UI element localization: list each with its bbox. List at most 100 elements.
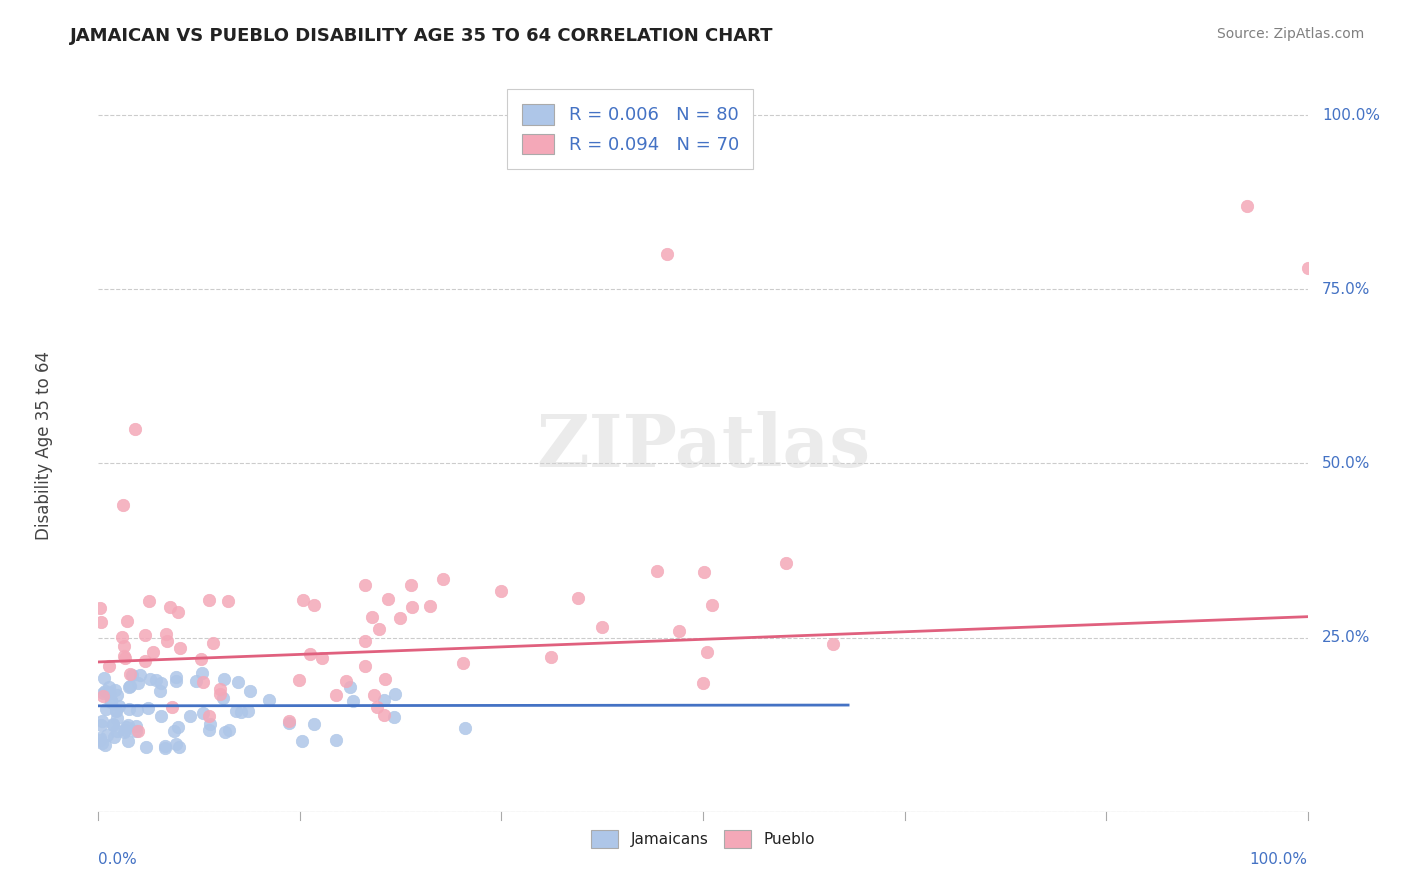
- Point: [89, 731, 111, 745]
- Point: [121, 667, 143, 681]
- Text: 100.0%: 100.0%: [1322, 108, 1381, 122]
- Point: [191, 666, 214, 681]
- Point: [120, 666, 142, 681]
- Legend: Jamaicans, Pueblo: Jamaicans, Pueblo: [583, 822, 823, 855]
- Point: [353, 578, 375, 592]
- Point: [366, 699, 388, 714]
- Point: [139, 673, 162, 687]
- Point: [453, 656, 475, 670]
- Point: [591, 620, 613, 634]
- Point: [89, 600, 111, 615]
- Point: [156, 634, 179, 648]
- Point: [374, 672, 396, 686]
- Point: [401, 599, 423, 614]
- Point: [166, 720, 188, 734]
- Point: [125, 703, 148, 717]
- Point: [692, 565, 714, 579]
- Text: 0.0%: 0.0%: [98, 852, 138, 867]
- Point: [160, 700, 183, 714]
- Point: [1236, 199, 1258, 213]
- Point: [111, 498, 134, 512]
- Point: [104, 704, 127, 718]
- Point: [668, 624, 690, 639]
- Point: [339, 680, 361, 694]
- Point: [112, 649, 135, 664]
- Point: [118, 702, 141, 716]
- Point: [257, 693, 280, 707]
- Point: [225, 704, 247, 718]
- Point: [540, 649, 562, 664]
- Point: [100, 695, 122, 709]
- Text: ZIPatlas: ZIPatlas: [536, 410, 870, 482]
- Point: [288, 673, 311, 687]
- Point: [179, 709, 201, 723]
- Point: [360, 610, 382, 624]
- Point: [363, 689, 385, 703]
- Point: [399, 578, 422, 592]
- Point: [153, 739, 176, 754]
- Point: [138, 594, 160, 608]
- Point: [96, 702, 118, 716]
- Point: [198, 592, 221, 607]
- Point: [104, 703, 127, 717]
- Point: [124, 421, 146, 435]
- Point: [115, 614, 138, 628]
- Point: [302, 717, 325, 731]
- Point: [354, 634, 377, 648]
- Point: [775, 556, 797, 570]
- Point: [432, 572, 454, 586]
- Point: [90, 615, 112, 630]
- Point: [114, 651, 136, 665]
- Point: [94, 738, 117, 752]
- Point: [311, 651, 333, 665]
- Point: [91, 714, 114, 728]
- Text: 25.0%: 25.0%: [1322, 630, 1371, 645]
- Point: [165, 673, 187, 688]
- Point: [299, 647, 322, 661]
- Point: [127, 676, 149, 690]
- Point: [325, 688, 347, 702]
- Point: [382, 710, 405, 724]
- Point: [184, 673, 207, 688]
- Point: [201, 636, 224, 650]
- Point: [198, 716, 221, 731]
- Point: [97, 686, 120, 700]
- Point: [117, 733, 139, 747]
- Point: [105, 723, 128, 738]
- Point: [134, 628, 156, 642]
- Point: [100, 693, 122, 707]
- Point: [125, 723, 148, 738]
- Point: [384, 687, 406, 701]
- Point: [91, 736, 114, 750]
- Point: [291, 592, 314, 607]
- Point: [655, 247, 678, 261]
- Point: [278, 714, 301, 729]
- Point: [104, 682, 127, 697]
- Point: [155, 626, 177, 640]
- Point: [166, 605, 188, 619]
- Point: [94, 683, 117, 698]
- Point: [90, 717, 112, 731]
- Text: Disability Age 35 to 64: Disability Age 35 to 64: [35, 351, 53, 541]
- Point: [93, 671, 115, 685]
- Point: [149, 676, 172, 690]
- Point: [111, 630, 134, 644]
- Point: [159, 600, 181, 615]
- Point: [135, 740, 157, 755]
- Point: [645, 564, 668, 578]
- Point: [165, 670, 187, 684]
- Point: [302, 598, 325, 612]
- Point: [278, 716, 301, 731]
- Text: Source: ZipAtlas.com: Source: ZipAtlas.com: [1216, 27, 1364, 41]
- Point: [191, 675, 214, 690]
- Point: [91, 689, 114, 703]
- Point: [700, 598, 723, 612]
- Point: [692, 675, 714, 690]
- Point: [212, 673, 235, 687]
- Point: [136, 700, 159, 714]
- Point: [212, 690, 235, 705]
- Point: [209, 681, 232, 696]
- Point: [165, 737, 187, 751]
- Point: [112, 724, 135, 739]
- Point: [419, 599, 441, 614]
